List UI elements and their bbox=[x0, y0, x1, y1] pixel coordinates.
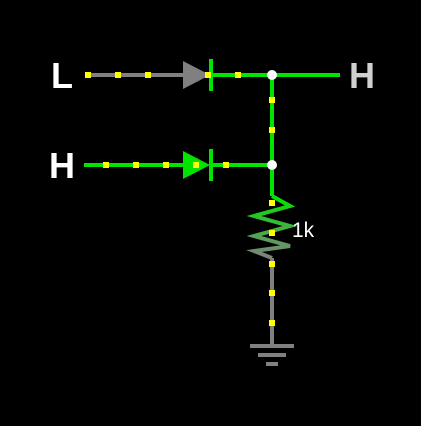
current-dot bbox=[269, 127, 275, 133]
current-dot bbox=[269, 290, 275, 296]
resistor-label: 1k bbox=[292, 219, 315, 242]
current-dot bbox=[145, 72, 151, 78]
output-label: H bbox=[349, 55, 375, 96]
current-dot bbox=[269, 230, 275, 236]
current-dot bbox=[269, 97, 275, 103]
current-dot bbox=[269, 200, 275, 206]
current-dot bbox=[115, 72, 121, 78]
input-label-top[interactable]: L bbox=[51, 55, 73, 96]
current-dot bbox=[133, 162, 139, 168]
input-label-bottom[interactable]: H bbox=[49, 145, 75, 186]
current-dot bbox=[269, 320, 275, 326]
current-dot bbox=[205, 72, 211, 78]
current-dots bbox=[85, 72, 275, 326]
current-dot bbox=[103, 162, 109, 168]
junction-node-middle bbox=[267, 160, 277, 170]
current-dot bbox=[269, 261, 275, 267]
junction-node-top bbox=[267, 70, 277, 80]
current-dot bbox=[223, 162, 229, 168]
current-dot bbox=[235, 72, 241, 78]
ground-icon bbox=[250, 344, 294, 366]
current-dot bbox=[163, 162, 169, 168]
current-dot bbox=[85, 72, 91, 78]
top-diode-icon bbox=[183, 61, 210, 89]
current-dot bbox=[193, 162, 199, 168]
